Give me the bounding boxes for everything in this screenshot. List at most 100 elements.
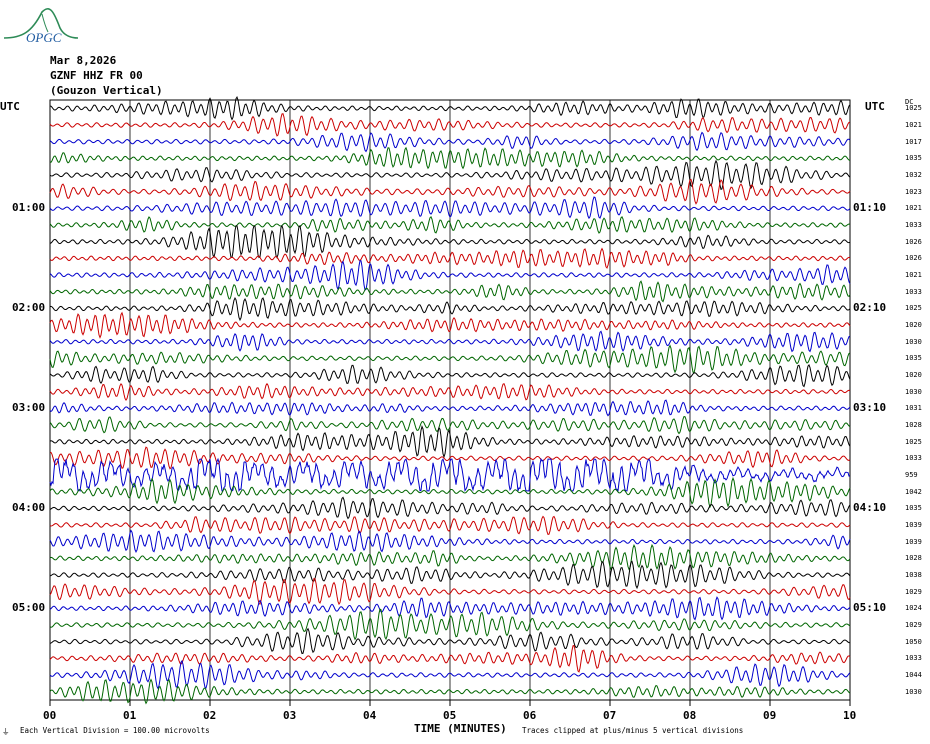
dc-value: 1029	[905, 621, 922, 629]
seismic-trace	[49, 627, 851, 655]
dc-value: 1020	[905, 321, 922, 329]
dc-value: 1033	[905, 287, 922, 296]
dc-value: 1038	[905, 571, 922, 579]
hour-label-left: 03:00	[12, 401, 46, 415]
dc-value: 1033	[905, 454, 922, 463]
dc-value: 1028	[905, 421, 922, 429]
hour-label-left: 04:00	[12, 501, 46, 515]
dc-value: 1017	[905, 137, 922, 146]
dc-value: 1025	[905, 304, 922, 313]
seismic-trace	[49, 344, 851, 374]
hour-label-left: 02:00	[12, 301, 46, 315]
seismic-trace	[49, 216, 851, 234]
x-tick-label: 00	[43, 709, 57, 722]
seismic-trace	[49, 496, 851, 520]
x-tick-label: 10	[843, 709, 857, 722]
date-label: Mar 8,2026	[50, 54, 117, 67]
seismic-trace	[49, 224, 851, 259]
seismic-trace	[49, 457, 851, 493]
seismic-trace	[49, 608, 851, 641]
x-tick-label: 01	[123, 709, 137, 722]
utc-left-label: UTC	[0, 100, 20, 113]
dc-value: 959	[905, 471, 918, 479]
seismic-trace	[49, 146, 851, 170]
seismic-trace	[49, 330, 851, 353]
dc-value: 1023	[905, 187, 922, 196]
dc-value: 1032	[905, 171, 922, 179]
dc-value: 1024	[905, 604, 922, 613]
seismic-trace	[49, 280, 851, 303]
dc-value: 1021	[905, 204, 922, 213]
hour-label-right: 04:10	[853, 501, 887, 515]
dc-value: 1035	[905, 504, 922, 513]
dc-value: 1028	[905, 554, 922, 563]
x-tick-label: 04	[363, 709, 377, 722]
component-label: (Gouzon Vertical)	[50, 84, 163, 97]
seismic-trace	[49, 382, 851, 402]
dc-value: 1044	[905, 671, 922, 679]
station-label: GZNF HHZ FR 00	[50, 69, 143, 82]
seismic-trace	[49, 131, 851, 153]
x-tick-label: 02	[203, 709, 217, 722]
vertical-division-note: Each Vertical Division = 100.00 microvol…	[20, 726, 210, 735]
x-tick-label: 07	[603, 709, 617, 722]
hour-label-right: 05:10	[853, 601, 887, 615]
x-tick-label: 03	[283, 709, 297, 722]
seismic-trace	[49, 678, 851, 705]
utc-right-label: UTC	[865, 100, 885, 113]
seismic-trace	[49, 529, 851, 553]
seismic-trace	[49, 560, 851, 590]
dc-value: 1039	[905, 537, 922, 546]
seismic-trace	[49, 416, 851, 435]
seismic-trace	[49, 399, 851, 417]
hour-label-left: 05:00	[12, 601, 46, 615]
seismic-trace	[49, 446, 851, 470]
dc-value: 1026	[905, 254, 922, 263]
seismic-trace	[49, 260, 851, 291]
hour-label-right: 02:10	[853, 301, 887, 315]
dc-value: 1029	[905, 587, 922, 596]
dc-value: 1026	[905, 237, 922, 246]
seismic-trace	[49, 476, 851, 509]
seismic-trace	[49, 247, 851, 269]
dc-value: 1031	[905, 404, 922, 413]
seismic-trace	[49, 596, 851, 621]
dc-header: DC	[905, 98, 914, 106]
x-tick-label: 09	[763, 709, 777, 722]
clipping-note: Traces clipped at plus/minus 5 vertical …	[522, 726, 744, 735]
dc-value: 1030	[905, 387, 922, 396]
seismic-trace	[49, 159, 851, 191]
dc-value: 1033	[905, 654, 922, 663]
x-tick-label: 05	[443, 709, 457, 722]
seismic-trace	[49, 424, 851, 459]
seismic-trace	[49, 644, 851, 673]
hour-label-right: 03:10	[853, 401, 887, 415]
dc-value: 1035	[905, 354, 922, 363]
dc-value: 1039	[905, 521, 922, 529]
dc-value: 1030	[905, 687, 922, 696]
x-tick-label: 08	[683, 709, 697, 722]
seismic-trace	[49, 311, 851, 339]
seismic-trace	[49, 196, 851, 220]
seismic-trace	[49, 659, 851, 690]
seismic-trace	[49, 178, 851, 205]
opgc-logo: OPGC	[3, 8, 79, 45]
dc-value: 1021	[905, 271, 922, 279]
hour-label-right: 01:10	[853, 201, 887, 215]
logo-text: OPGC	[26, 30, 62, 45]
seismic-trace	[49, 543, 851, 571]
dc-value: 1020	[905, 371, 922, 379]
corner-mark: ⏚	[2, 727, 10, 736]
dc-value: 1033	[905, 221, 922, 229]
x-axis-title: TIME (MINUTES)	[414, 722, 507, 735]
dc-value: 1042	[905, 487, 922, 496]
seismic-trace	[49, 364, 851, 388]
seismic-trace	[49, 515, 851, 536]
dc-value: 1025	[905, 437, 922, 446]
dc-value: 1035	[905, 154, 922, 163]
dc-value: 1030	[905, 337, 922, 346]
x-tick-label: 06	[523, 709, 537, 722]
seismic-trace	[49, 577, 851, 606]
dc-value: 1050	[905, 637, 922, 646]
